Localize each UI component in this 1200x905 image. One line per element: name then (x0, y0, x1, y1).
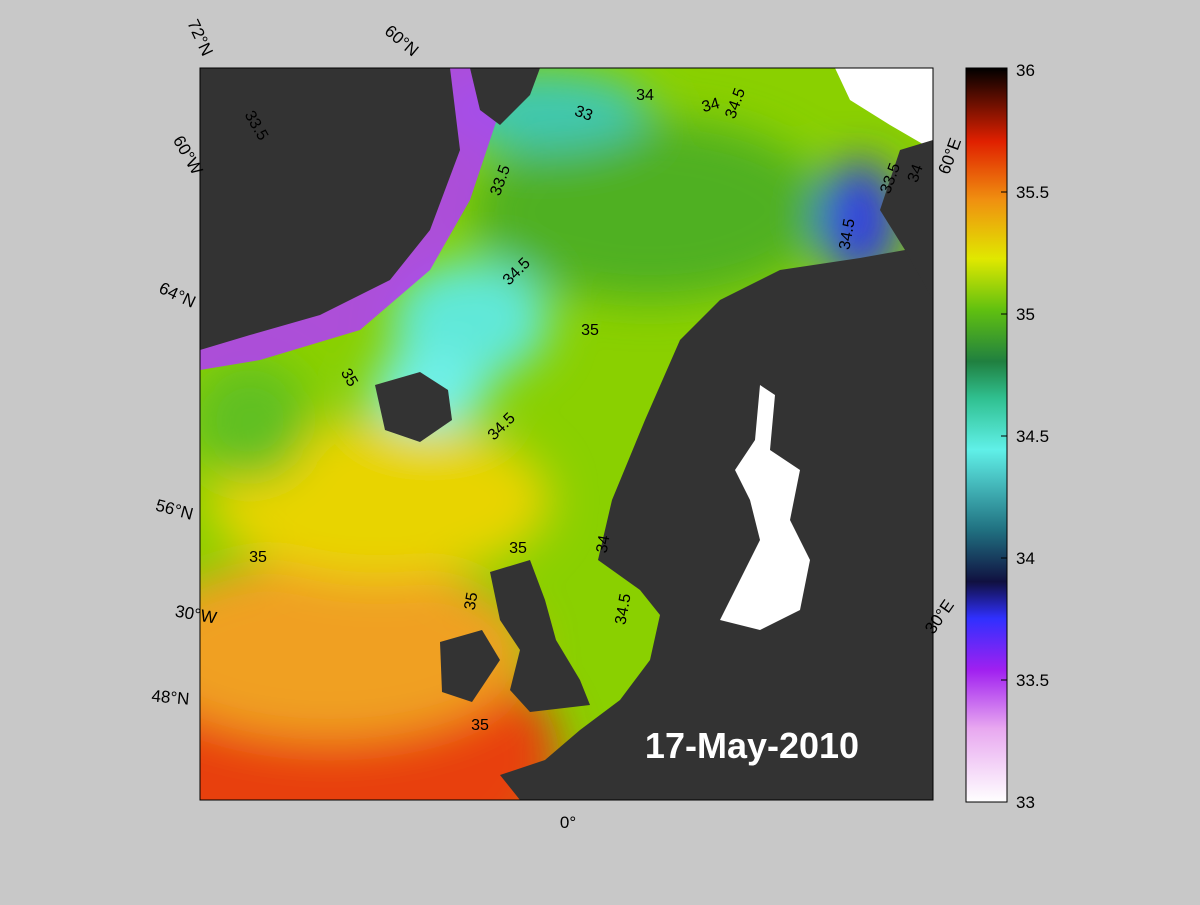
map-frame (199, 67, 934, 801)
ice (835, 68, 933, 150)
colorbar-tick-label: 36 (1016, 61, 1035, 80)
contour-label: 35 (581, 322, 599, 339)
contour-label: 34 (905, 162, 927, 185)
colorbar-tick-label: 33.5 (1016, 671, 1049, 690)
greenland (200, 68, 460, 350)
contour-label: 35 (462, 591, 482, 612)
contour-label: 35 (471, 717, 489, 734)
colorbar-tick-label: 34.5 (1016, 427, 1049, 446)
iceland (375, 372, 452, 442)
contour-label: 33 (572, 103, 595, 125)
graticule-label: 60°N (381, 21, 422, 60)
land (880, 140, 933, 300)
graticule-label: 0° (560, 813, 576, 832)
contour-label: 35 (249, 549, 267, 566)
graticule-label: 60°E (935, 135, 966, 176)
contour-label: 34 (594, 534, 614, 555)
contour-label: 34.5 (836, 217, 858, 251)
colorbar-tick-label: 33 (1016, 793, 1035, 812)
contour-label: 34 (700, 95, 722, 116)
graticule-label: 64°N (156, 278, 198, 311)
colorbar (965, 67, 1008, 803)
colorbar-tick-label: 34 (1016, 549, 1035, 568)
land (470, 68, 540, 125)
contour-label: 34.5 (612, 592, 634, 626)
colorbar-tick-label: 35 (1016, 305, 1035, 324)
colorbar-tick-label: 35.5 (1016, 183, 1049, 202)
contour-label: 35 (509, 540, 527, 557)
graticule-label: 56°N (154, 496, 196, 524)
baltic-sea (720, 385, 810, 630)
salinity-field (200, 70, 900, 800)
great-britain (490, 560, 590, 712)
europe (500, 245, 933, 800)
map (200, 68, 933, 800)
contour-label: 34 (636, 87, 654, 104)
graticule-label: 72°N (183, 16, 216, 58)
contour-label: 35 (337, 366, 361, 390)
graticule-label: 48°N (151, 686, 190, 708)
ireland (440, 630, 500, 702)
date-title: 17-May-2010 (645, 725, 859, 766)
